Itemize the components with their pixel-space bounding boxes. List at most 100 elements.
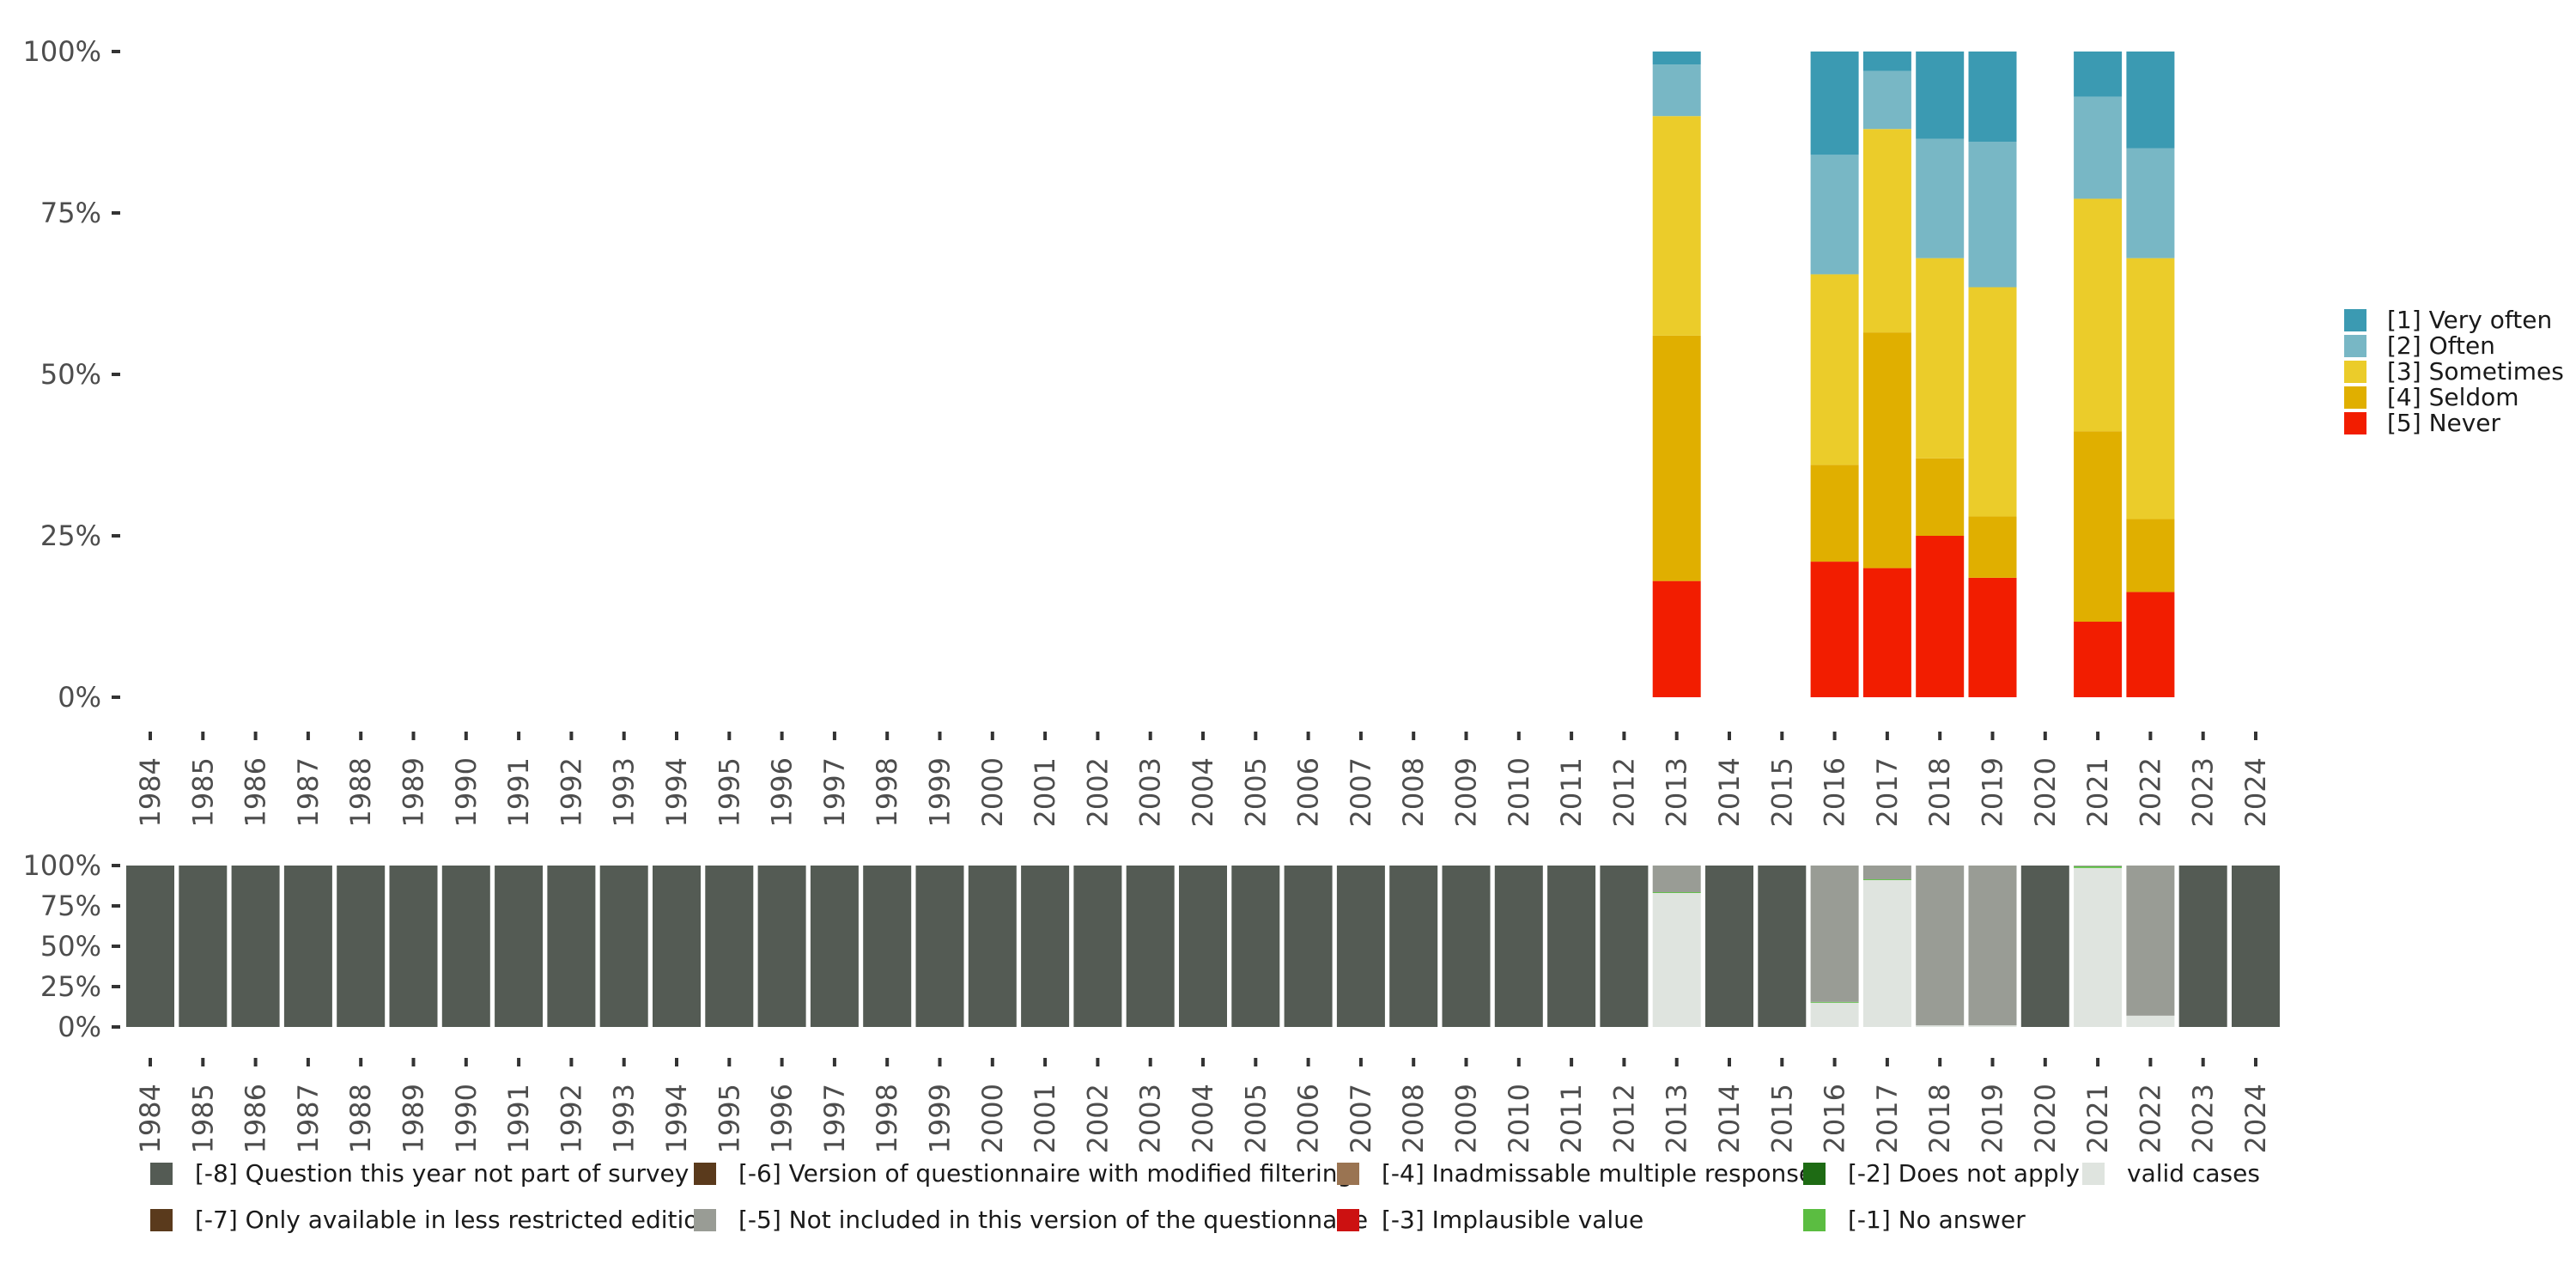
- top-x-tick-label: 2015: [1765, 757, 1798, 827]
- bottom-bar-2017-1-no-answer: [1862, 878, 1911, 880]
- bottom-bar-2024-8-question-this-year-not-part-of-survey: [2232, 866, 2280, 1027]
- bottom-x-tick-label: 2015: [1765, 1084, 1798, 1153]
- top-x-tick-label: 1985: [186, 757, 219, 827]
- top-bar-2017-1-very-often: [1862, 52, 1911, 71]
- bottom-x-tick-label: 2018: [1923, 1084, 1956, 1153]
- bottom-x-tick-label: 2020: [2029, 1084, 2062, 1153]
- legend-label-8-question-this-year-not-part-of-survey: [-8] Question this year not part of surv…: [195, 1159, 689, 1188]
- bottom-bar-2013-valid-cases: [1652, 892, 1701, 1027]
- bottom-y-tick-label: 0%: [58, 1011, 101, 1043]
- top-x-tick-label: 1994: [660, 757, 693, 827]
- bottom-y-tick-label: 75%: [40, 890, 101, 922]
- top-x-tick-label: 2010: [1503, 757, 1535, 827]
- bottom-x-tick-label: 1990: [450, 1084, 483, 1153]
- bottom-bar-2012-8-question-this-year-not-part-of-survey: [1600, 866, 1649, 1027]
- legend-label-5-not-included-in-this-version-of-the-questionnaire: [-5] Not included in this version of the…: [738, 1206, 1368, 1234]
- top-y-tick-label: 75%: [40, 197, 101, 229]
- legend-swatch-2-often: [2344, 335, 2366, 357]
- legend-swatch-3-sometimes: [2344, 361, 2366, 383]
- top-bar-2021-3-sometimes: [2074, 198, 2123, 432]
- bottom-x-tick-label: 1989: [398, 1084, 430, 1153]
- top-x-tick-label: 1986: [240, 757, 272, 827]
- bottom-bar-2008-8-question-this-year-not-part-of-survey: [1389, 866, 1438, 1027]
- top-bar-2022-2-often: [2126, 148, 2175, 258]
- bottom-bar-2020-8-question-this-year-not-part-of-survey: [2020, 866, 2069, 1027]
- top-bar-2019-3-sometimes: [1968, 287, 2017, 517]
- bottom-x-tick-label: 2021: [2081, 1084, 2114, 1153]
- top-x-tick-label: 2012: [1607, 757, 1640, 827]
- top-x-tick-label: 1995: [713, 757, 745, 827]
- bottom-x-tick-label: 2003: [1134, 1084, 1167, 1153]
- bottom-x-tick-label: 1999: [924, 1084, 957, 1153]
- top-bar-2018-5-never: [1916, 536, 1965, 697]
- top-x-tick-label: 2002: [1081, 757, 1114, 827]
- top-bar-2017-4-seldom: [1862, 332, 1911, 568]
- top-x-tick-label: 2011: [1555, 757, 1588, 827]
- bottom-bar-2021-1-no-answer: [2074, 866, 2123, 868]
- top-bar-2016-4-seldom: [1810, 465, 1859, 562]
- top-bar-2018-4-seldom: [1916, 458, 1965, 536]
- bottom-bar-2013-5-not-included-in-this-version-of-the-questionnaire: [1652, 866, 1701, 893]
- legend-swatch-5-not-included-in-this-version-of-the-questionnaire: [694, 1209, 716, 1231]
- legend-swatch-1-no-answer: [1803, 1209, 1826, 1231]
- top-y-tick-label: 50%: [40, 358, 101, 391]
- top-x-tick-label: 2024: [2239, 757, 2272, 827]
- top-x-tick-label: 2000: [976, 757, 1009, 827]
- top-x-tick-label: 1991: [502, 757, 535, 827]
- bottom-bar-2019-valid-cases: [1968, 1025, 2017, 1027]
- bottom-bar-2016-valid-cases: [1810, 1002, 1859, 1027]
- legend-swatch-6-version-of-questionnaire-with-modified-filtering: [694, 1163, 716, 1185]
- bottom-bar-2003-8-question-this-year-not-part-of-survey: [1126, 866, 1175, 1027]
- top-bar-2019-1-very-often: [1968, 52, 2017, 143]
- bottom-bar-2016-5-not-included-in-this-version-of-the-questionnaire: [1810, 866, 1859, 1002]
- top-x-tick-label: 1998: [871, 757, 903, 827]
- bottom-x-tick-label: 2022: [2134, 1084, 2166, 1153]
- legend-label-2-often: [2] Often: [2387, 331, 2495, 360]
- bottom-bar-2011-8-question-this-year-not-part-of-survey: [1547, 866, 1596, 1027]
- bottom-x-tick-label: 2019: [1977, 1084, 2009, 1153]
- top-x-tick-label: 2023: [2187, 757, 2220, 827]
- bottom-x-tick-label: 1993: [608, 1084, 641, 1153]
- top-bar-2018-3-sometimes: [1916, 258, 1965, 459]
- bottom-x-tick-label: 1984: [134, 1084, 167, 1153]
- bottom-bar-2007-8-question-this-year-not-part-of-survey: [1336, 866, 1385, 1027]
- bottom-x-tick-label: 1998: [871, 1084, 903, 1153]
- bottom-bar-1990-8-question-this-year-not-part-of-survey: [441, 866, 490, 1027]
- top-x-tick-label: 1988: [344, 757, 377, 827]
- bottom-bar-1987-8-question-this-year-not-part-of-survey: [283, 866, 332, 1027]
- top-x-tick-label: 2005: [1239, 757, 1272, 827]
- top-bar-2019-5-never: [1968, 577, 2017, 697]
- bottom-x-tick-label: 1992: [555, 1084, 587, 1153]
- top-x-tick-label: 1990: [450, 757, 483, 827]
- bottom-bar-1991-8-question-this-year-not-part-of-survey: [495, 866, 544, 1027]
- top-y-tick-label: 100%: [23, 35, 101, 68]
- bottom-bar-1993-8-question-this-year-not-part-of-survey: [599, 866, 648, 1027]
- bottom-x-tick-label: 2017: [1871, 1084, 1904, 1153]
- top-bar-2013-1-very-often: [1652, 52, 1701, 65]
- bottom-bar-2014-8-question-this-year-not-part-of-survey: [1705, 866, 1753, 1027]
- top-x-tick-label: 2007: [1345, 757, 1377, 827]
- legend-swatch-2-does-not-apply: [1803, 1163, 1826, 1185]
- bottom-bar-2005-8-question-this-year-not-part-of-survey: [1231, 866, 1280, 1027]
- legend-swatch-1-very-often: [2344, 309, 2366, 331]
- top-x-tick-label: 2001: [1029, 757, 1061, 827]
- top-x-tick-label: 2016: [1819, 757, 1851, 827]
- bottom-bar-1989-8-question-this-year-not-part-of-survey: [389, 866, 438, 1027]
- bottom-panel: 0% 25% 50% 75% 100% 1984 1985 1986 1987 1988 1989 1…: [23, 849, 2280, 1153]
- bottom-bar-2022-5-not-included-in-this-version-of-the-questionnaire: [2126, 866, 2175, 1016]
- bottom-legend: [-8] Question this year not part of surv…: [150, 1159, 2260, 1234]
- right-legend: [1] Very often[2] Often[3] Sometimes[4] …: [2344, 306, 2564, 437]
- bottom-bar-1992-8-question-this-year-not-part-of-survey: [547, 866, 596, 1027]
- top-bar-2013-2-often: [1652, 64, 1701, 117]
- top-x-tick-label: 1987: [292, 757, 325, 827]
- bottom-x-tick-label: 2012: [1607, 1084, 1640, 1153]
- bottom-bar-2017-valid-cases: [1862, 879, 1911, 1027]
- bottom-x-tick-label: 2010: [1503, 1084, 1535, 1153]
- bottom-bar-1995-8-question-this-year-not-part-of-survey: [705, 866, 754, 1027]
- bottom-x-tick-label: 1995: [713, 1084, 745, 1153]
- bottom-x-tick-label: 2008: [1397, 1084, 1430, 1153]
- top-bar-2013-3-sometimes: [1652, 116, 1701, 336]
- bottom-bar-2019-5-not-included-in-this-version-of-the-questionnaire: [1968, 866, 2017, 1026]
- top-x-tick-label: 2020: [2029, 757, 2062, 827]
